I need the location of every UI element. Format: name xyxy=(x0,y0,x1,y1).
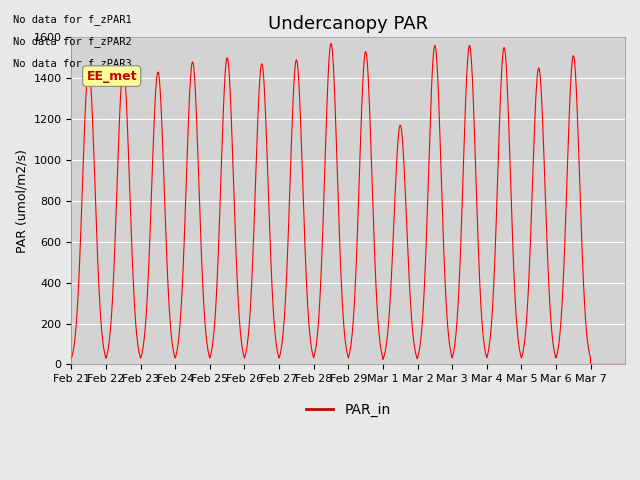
Text: No data for f_zPAR1: No data for f_zPAR1 xyxy=(13,14,132,25)
Legend: PAR_in: PAR_in xyxy=(300,397,396,423)
Y-axis label: PAR (umol/m2/s): PAR (umol/m2/s) xyxy=(15,149,28,253)
Text: No data for f_zPAR2: No data for f_zPAR2 xyxy=(13,36,132,47)
Text: No data for f_zPAR3: No data for f_zPAR3 xyxy=(13,58,132,69)
Title: Undercanopy PAR: Undercanopy PAR xyxy=(268,15,428,33)
Text: EE_met: EE_met xyxy=(86,70,137,83)
